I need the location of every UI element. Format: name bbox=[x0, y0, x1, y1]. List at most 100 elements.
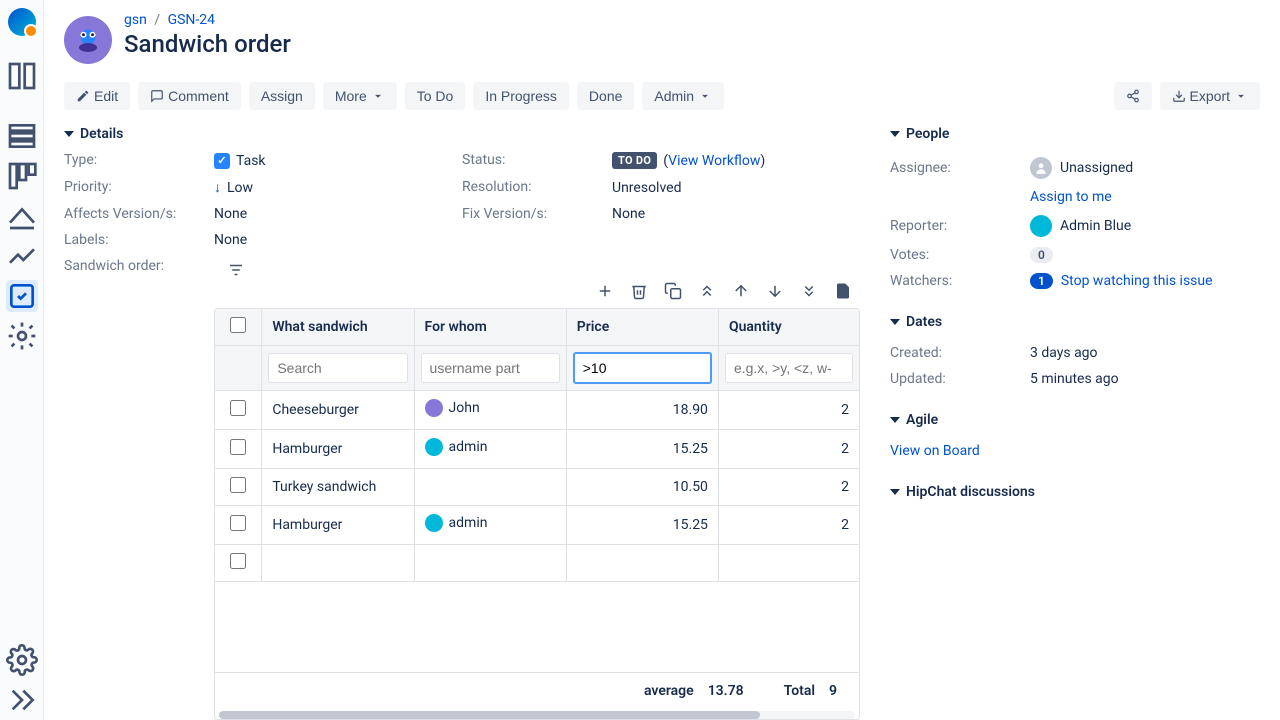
priority-label: Priority: bbox=[64, 179, 214, 196]
cell-whom[interactable]: John bbox=[414, 391, 566, 430]
col-what[interactable]: What sandwich bbox=[262, 309, 414, 346]
row-checkbox[interactable] bbox=[230, 553, 246, 569]
cell-whom[interactable]: admin bbox=[414, 506, 566, 545]
reporter-label: Reporter: bbox=[890, 218, 1030, 234]
table-scrollbar[interactable] bbox=[219, 711, 855, 719]
table-row[interactable]: Hamburger admin 15.25 2 bbox=[215, 506, 859, 545]
filter-price-input[interactable] bbox=[573, 352, 712, 384]
view-on-board-link[interactable]: View on Board bbox=[890, 443, 980, 459]
row-checkbox[interactable] bbox=[230, 477, 246, 493]
sandwich-label: Sandwich order: bbox=[64, 258, 214, 274]
delete-row-icon[interactable] bbox=[630, 282, 648, 300]
sidebar-item-expand[interactable] bbox=[6, 684, 38, 716]
sidebar-item-issues[interactable] bbox=[6, 280, 38, 312]
cell-price[interactable]: 15.25 bbox=[566, 430, 718, 469]
move-bottom-icon[interactable] bbox=[800, 282, 818, 300]
done-button[interactable]: Done bbox=[577, 82, 634, 110]
sidebar-item-backlog[interactable] bbox=[6, 120, 38, 152]
col-whom[interactable]: For whom bbox=[414, 309, 566, 346]
todo-button[interactable]: To Do bbox=[405, 82, 466, 110]
edit-button[interactable]: Edit bbox=[64, 82, 130, 110]
more-button[interactable]: More bbox=[323, 82, 397, 110]
comment-button[interactable]: Comment bbox=[138, 82, 241, 110]
move-down-icon[interactable] bbox=[766, 282, 784, 300]
filter-what-input[interactable] bbox=[268, 353, 407, 383]
admin-button[interactable]: Admin bbox=[642, 82, 724, 110]
cell-whom[interactable] bbox=[414, 469, 566, 506]
fix-label: Fix Version/s: bbox=[462, 206, 612, 222]
select-all-checkbox[interactable] bbox=[230, 317, 246, 333]
agile-section-header[interactable]: Agile bbox=[890, 412, 1260, 428]
cell-qty[interactable]: 2 bbox=[718, 430, 859, 469]
assign-button[interactable]: Assign bbox=[249, 82, 315, 110]
people-section-header[interactable]: People bbox=[890, 126, 1260, 142]
status-value: TO DO(View Workflow) bbox=[612, 152, 860, 169]
user-chip: admin bbox=[425, 438, 488, 456]
row-checkbox[interactable] bbox=[230, 515, 246, 531]
priority-low-icon: ↓ bbox=[214, 179, 221, 196]
votes-label: Votes: bbox=[890, 247, 1030, 263]
cell-what[interactable]: Hamburger bbox=[262, 506, 414, 545]
col-qty[interactable]: Quantity bbox=[718, 309, 859, 346]
cell-what[interactable]: Cheeseburger bbox=[262, 391, 414, 430]
priority-value: ↓Low bbox=[214, 179, 462, 196]
sidebar-item-ship[interactable] bbox=[6, 200, 38, 232]
cell-price[interactable]: 18.90 bbox=[566, 391, 718, 430]
filter-whom-input[interactable] bbox=[421, 353, 560, 383]
row-checkbox[interactable] bbox=[230, 400, 246, 416]
cell-price[interactable]: 15.25 bbox=[566, 506, 718, 545]
filter-icon[interactable] bbox=[224, 258, 248, 282]
stop-watching-link[interactable]: Stop watching this issue bbox=[1061, 273, 1213, 289]
table-footer: average13.78 Total9 bbox=[215, 672, 859, 709]
add-row-icon[interactable] bbox=[596, 282, 614, 300]
breadcrumb: gsn / GSN-24 bbox=[124, 12, 291, 28]
share-button[interactable] bbox=[1114, 82, 1152, 110]
task-icon bbox=[214, 153, 230, 169]
cell-what[interactable]: Turkey sandwich bbox=[262, 469, 414, 506]
cell-qty[interactable]: 2 bbox=[718, 506, 859, 545]
breadcrumb-key[interactable]: GSN-24 bbox=[168, 12, 215, 28]
sandwich-table: What sandwich For whom Price Quantity bbox=[214, 308, 860, 720]
document-icon[interactable] bbox=[834, 282, 852, 300]
details-section-header[interactable]: Details bbox=[64, 126, 860, 142]
assign-to-me-link[interactable]: Assign to me bbox=[1030, 189, 1112, 205]
cell-what[interactable]: Hamburger bbox=[262, 430, 414, 469]
sidebar-item-reports[interactable] bbox=[6, 240, 38, 272]
copy-row-icon[interactable] bbox=[664, 282, 682, 300]
export-button[interactable]: Export bbox=[1160, 82, 1260, 110]
issue-type-avatar bbox=[64, 16, 112, 64]
assignee-value: Unassigned bbox=[1060, 160, 1133, 176]
table-row[interactable]: Turkey sandwich 10.50 2 bbox=[215, 469, 859, 506]
view-workflow-link[interactable]: View Workflow bbox=[668, 153, 760, 169]
cell-qty[interactable]: 2 bbox=[718, 391, 859, 430]
move-top-icon[interactable] bbox=[698, 282, 716, 300]
inprogress-button[interactable]: In Progress bbox=[473, 82, 569, 110]
col-price[interactable]: Price bbox=[566, 309, 718, 346]
sidebar-item-kanban[interactable] bbox=[6, 160, 38, 192]
unassigned-avatar bbox=[1030, 157, 1052, 179]
watchers-label: Watchers: bbox=[890, 273, 1030, 289]
row-checkbox[interactable] bbox=[230, 439, 246, 455]
sidebar-item-settings[interactable] bbox=[6, 320, 38, 352]
table-row[interactable]: Hamburger admin 15.25 2 bbox=[215, 430, 859, 469]
reporter-avatar bbox=[1030, 215, 1052, 237]
status-label: Status: bbox=[462, 152, 612, 169]
dates-section-header[interactable]: Dates bbox=[890, 314, 1260, 330]
table-row[interactable]: Cheeseburger John 18.90 2 bbox=[215, 391, 859, 430]
hipchat-section-header[interactable]: HipChat discussions bbox=[890, 484, 1260, 500]
filter-qty-input[interactable] bbox=[725, 353, 853, 383]
affects-value: None bbox=[214, 206, 462, 222]
app-logo[interactable] bbox=[8, 8, 36, 36]
move-up-icon[interactable] bbox=[732, 282, 750, 300]
reporter-value: Admin Blue bbox=[1060, 218, 1131, 234]
breadcrumb-project[interactable]: gsn bbox=[124, 12, 147, 28]
issue-title: Sandwich order bbox=[124, 30, 291, 58]
user-chip: John bbox=[425, 399, 480, 417]
cell-price[interactable]: 10.50 bbox=[566, 469, 718, 506]
sidebar-item-board[interactable] bbox=[6, 60, 38, 92]
resolution-value: Unresolved bbox=[612, 179, 860, 196]
cell-qty[interactable]: 2 bbox=[718, 469, 859, 506]
sidebar-item-config[interactable] bbox=[6, 644, 38, 676]
type-label: Type: bbox=[64, 152, 214, 169]
cell-whom[interactable]: admin bbox=[414, 430, 566, 469]
